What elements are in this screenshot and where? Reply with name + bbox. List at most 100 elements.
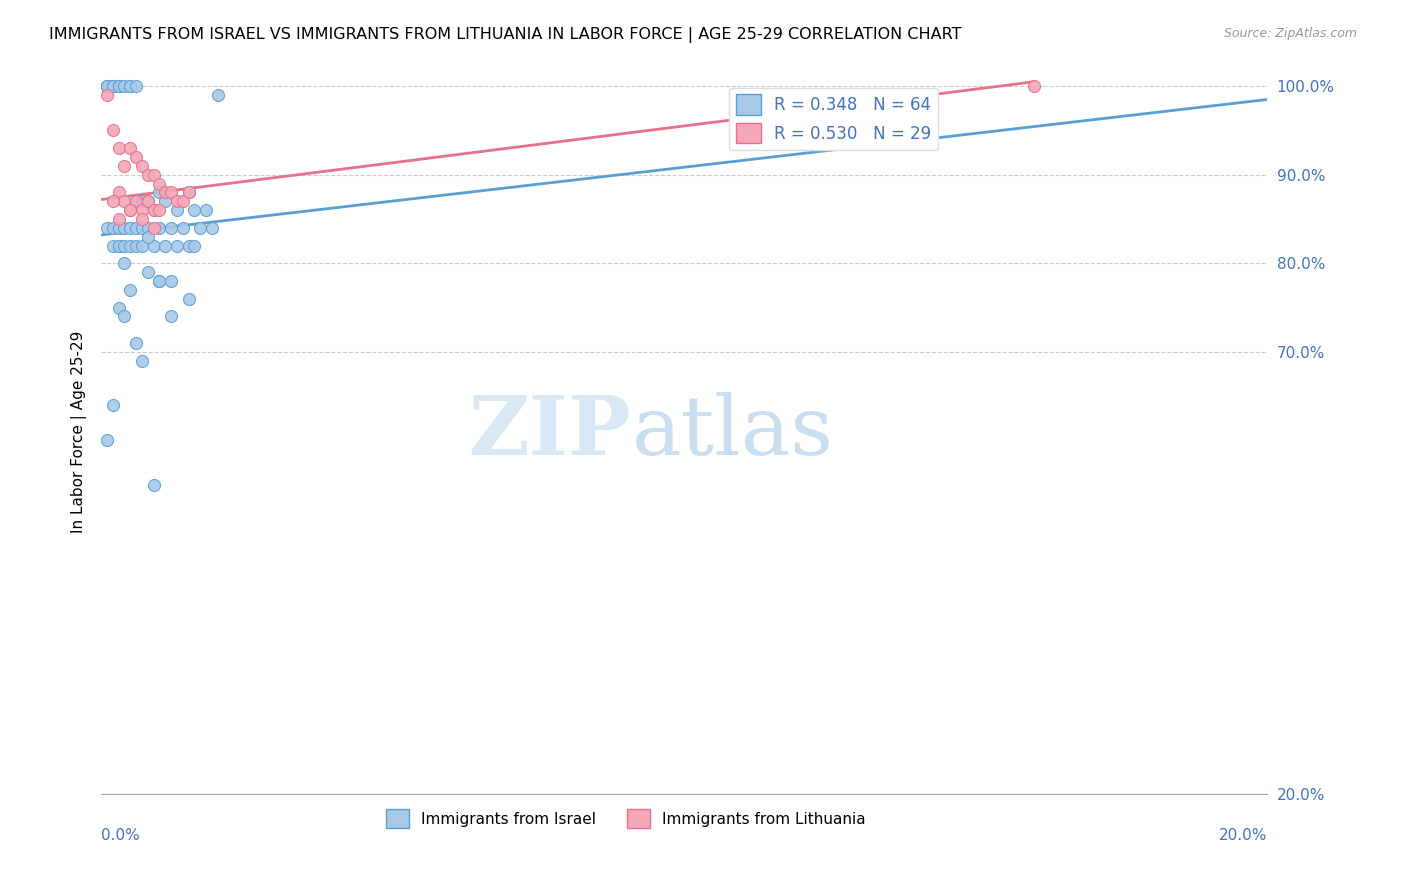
Point bbox=[101, 194, 124, 209]
Point bbox=[131, 212, 153, 227]
Point bbox=[172, 194, 194, 209]
Point bbox=[136, 194, 159, 209]
Point bbox=[142, 220, 165, 235]
Legend: Immigrants from Israel, Immigrants from Lithuania: Immigrants from Israel, Immigrants from … bbox=[380, 803, 872, 834]
Point bbox=[148, 186, 170, 200]
Point bbox=[107, 238, 129, 252]
Point bbox=[155, 238, 177, 252]
Point bbox=[101, 79, 124, 94]
Point bbox=[160, 186, 183, 200]
Point bbox=[96, 220, 118, 235]
Text: 20.0%: 20.0% bbox=[1219, 828, 1267, 843]
Point bbox=[148, 177, 170, 191]
Point bbox=[125, 79, 148, 94]
Point bbox=[1022, 79, 1045, 94]
Point bbox=[107, 79, 129, 94]
Point bbox=[155, 194, 177, 209]
Point bbox=[96, 79, 118, 94]
Point bbox=[207, 88, 229, 103]
Point bbox=[101, 398, 124, 412]
Point bbox=[114, 159, 136, 173]
Point bbox=[114, 194, 136, 209]
Point bbox=[166, 203, 188, 218]
Point bbox=[125, 194, 148, 209]
Text: 0.0%: 0.0% bbox=[101, 828, 139, 843]
Point bbox=[136, 194, 159, 209]
Point bbox=[96, 79, 118, 94]
Point bbox=[107, 220, 129, 235]
Point bbox=[120, 238, 142, 252]
Point bbox=[101, 79, 124, 94]
Point bbox=[166, 194, 188, 209]
Point bbox=[107, 212, 129, 227]
Point bbox=[177, 186, 200, 200]
Point bbox=[142, 203, 165, 218]
Point bbox=[96, 88, 118, 103]
Point bbox=[177, 292, 200, 306]
Point bbox=[125, 335, 148, 350]
Point bbox=[131, 203, 153, 218]
Point bbox=[142, 168, 165, 182]
Point bbox=[142, 238, 165, 252]
Point bbox=[160, 310, 183, 324]
Point bbox=[125, 150, 148, 164]
Point bbox=[96, 79, 118, 94]
Point bbox=[101, 123, 124, 137]
Text: atlas: atlas bbox=[631, 392, 834, 472]
Point bbox=[125, 194, 148, 209]
Point bbox=[120, 203, 142, 218]
Point bbox=[114, 220, 136, 235]
Point bbox=[120, 141, 142, 155]
Point bbox=[120, 283, 142, 297]
Text: IMMIGRANTS FROM ISRAEL VS IMMIGRANTS FROM LITHUANIA IN LABOR FORCE | AGE 25-29 C: IMMIGRANTS FROM ISRAEL VS IMMIGRANTS FRO… bbox=[49, 27, 962, 43]
Point bbox=[131, 220, 153, 235]
Point bbox=[125, 238, 148, 252]
Point bbox=[114, 310, 136, 324]
Point bbox=[107, 238, 129, 252]
Point bbox=[148, 274, 170, 288]
Point bbox=[148, 274, 170, 288]
Point bbox=[166, 238, 188, 252]
Point bbox=[131, 238, 153, 252]
Point bbox=[142, 477, 165, 491]
Point bbox=[120, 79, 142, 94]
Point bbox=[136, 220, 159, 235]
Point bbox=[172, 220, 194, 235]
Point bbox=[114, 238, 136, 252]
Point bbox=[183, 238, 205, 252]
Text: Source: ZipAtlas.com: Source: ZipAtlas.com bbox=[1223, 27, 1357, 40]
Point bbox=[160, 274, 183, 288]
Point bbox=[177, 186, 200, 200]
Y-axis label: In Labor Force | Age 25-29: In Labor Force | Age 25-29 bbox=[72, 330, 87, 533]
Point bbox=[155, 186, 177, 200]
Text: ZIP: ZIP bbox=[470, 392, 631, 472]
Point bbox=[148, 203, 170, 218]
Point bbox=[125, 220, 148, 235]
Point bbox=[148, 220, 170, 235]
Point bbox=[131, 353, 153, 368]
Point bbox=[131, 194, 153, 209]
Point bbox=[114, 256, 136, 270]
Point bbox=[107, 79, 129, 94]
Point bbox=[120, 79, 142, 94]
Point bbox=[120, 203, 142, 218]
Point bbox=[96, 434, 118, 448]
Point bbox=[183, 203, 205, 218]
Point bbox=[177, 238, 200, 252]
Point bbox=[160, 220, 183, 235]
Point bbox=[131, 159, 153, 173]
Point bbox=[195, 203, 218, 218]
Point bbox=[107, 301, 129, 315]
Point bbox=[101, 79, 124, 94]
Point bbox=[136, 229, 159, 244]
Point bbox=[120, 220, 142, 235]
Point bbox=[201, 220, 224, 235]
Point bbox=[136, 265, 159, 279]
Point bbox=[107, 141, 129, 155]
Point bbox=[114, 79, 136, 94]
Point bbox=[107, 186, 129, 200]
Point bbox=[101, 238, 124, 252]
Point bbox=[188, 220, 211, 235]
Point bbox=[101, 220, 124, 235]
Point bbox=[136, 168, 159, 182]
